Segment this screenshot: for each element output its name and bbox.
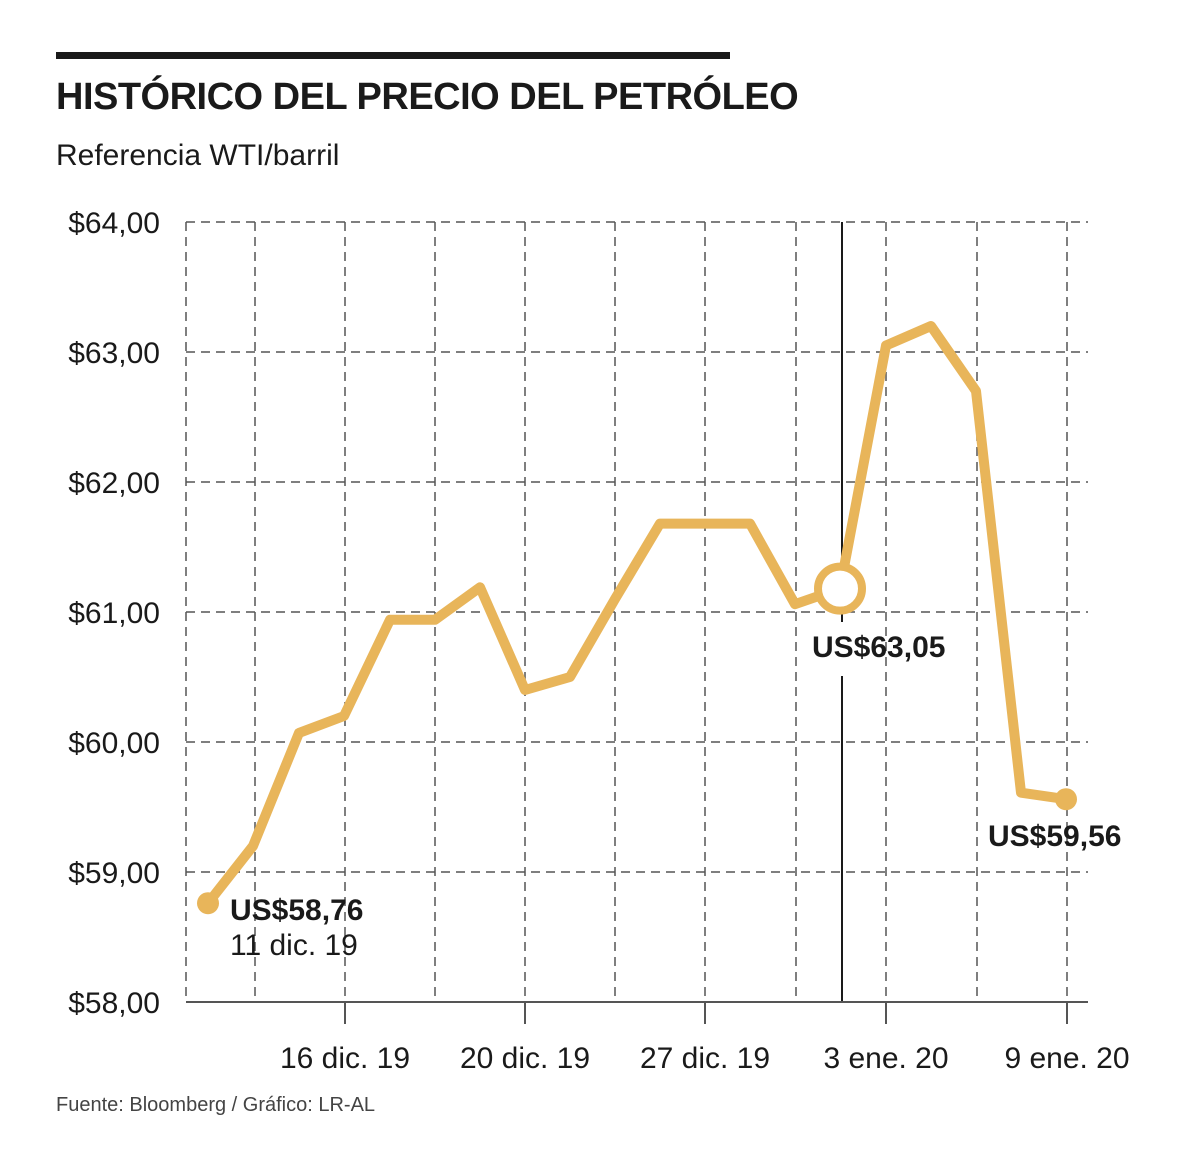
y-tick-label: $58,00 (68, 987, 160, 1020)
title-rule (56, 52, 730, 59)
x-tick-label: 20 dic. 19 (460, 1042, 590, 1075)
annotation-peak-value: US$63,05 (812, 631, 945, 664)
annotation-end-value: US$59,56 (988, 820, 1121, 853)
source-note: Fuente: Bloomberg / Gráfico: LR-AL (56, 1094, 376, 1116)
x-tick-label: 27 dic. 19 (640, 1042, 770, 1075)
highlight-point (814, 562, 866, 615)
y-tick-label: $62,00 (68, 467, 160, 500)
start-point (197, 892, 219, 915)
end-point (1055, 788, 1077, 811)
annotation-start-value: US$58,76 (230, 894, 363, 927)
highlight-label-gap (832, 622, 852, 676)
x-tick-label: 16 dic. 19 (280, 1042, 410, 1075)
y-tick-label: $59,00 (68, 857, 160, 890)
chart-title: HISTÓRICO DEL PRECIO DEL PETRÓLEO (56, 76, 799, 118)
y-tick-label: $60,00 (68, 727, 160, 760)
y-tick-label: $64,00 (68, 207, 160, 240)
y-tick-label: $63,00 (68, 337, 160, 370)
annotation-start-date: 11 dic. 19 (230, 929, 358, 962)
series-line (203, 321, 1071, 909)
y-tick-label: $61,00 (68, 597, 160, 630)
x-tick-label: 9 ene. 20 (1004, 1042, 1129, 1075)
x-tick-label: 3 ene. 20 (823, 1042, 948, 1075)
chart-subtitle: Referencia WTI/barril (56, 139, 340, 172)
